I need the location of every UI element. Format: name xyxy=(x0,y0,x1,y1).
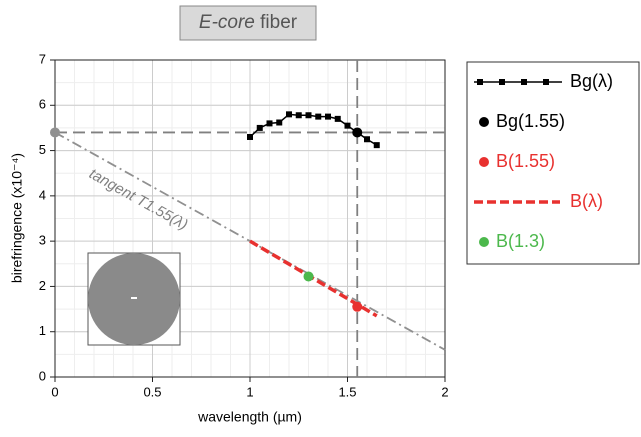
marker xyxy=(276,119,283,126)
x-tick-label: 1.5 xyxy=(338,384,356,399)
y-tick-label: 4 xyxy=(39,187,46,202)
marker xyxy=(325,113,331,120)
fiber-core xyxy=(131,297,137,299)
inset-image xyxy=(87,252,181,346)
marker xyxy=(256,124,263,131)
marker xyxy=(315,113,322,120)
legend-label: B(1.3) xyxy=(496,231,545,251)
legend-box xyxy=(466,61,640,265)
legend-marker xyxy=(479,117,489,127)
y-tick-label: 2 xyxy=(39,278,46,293)
title-box xyxy=(179,5,317,41)
tangent-point xyxy=(50,127,60,138)
y-tick-label: 1 xyxy=(39,323,46,338)
title-italic: E-core xyxy=(199,12,255,33)
tangent-label: tangent T1.55(λ) xyxy=(86,165,190,233)
legend-label: B(λ) xyxy=(570,191,603,211)
y-axis-label: birefringence (x10⁻⁴) xyxy=(9,153,25,283)
marker xyxy=(364,136,370,143)
legend-marker xyxy=(543,79,549,85)
legend-marker xyxy=(521,79,527,85)
x-tick-label: 2 xyxy=(441,384,448,399)
legend-marker xyxy=(499,79,505,85)
marker xyxy=(305,112,312,119)
marker xyxy=(295,112,302,119)
marker xyxy=(266,120,273,127)
y-tick-label: 0 xyxy=(39,368,46,383)
legend-marker xyxy=(479,157,489,167)
series-line xyxy=(249,239,378,318)
y-tick-label: 5 xyxy=(39,142,46,157)
chart-title: E-core fiber xyxy=(199,12,298,33)
point xyxy=(352,127,363,138)
plot-area xyxy=(54,59,446,378)
legend: Bg(λ)Bg(1.55) B(1.55) B(λ) B(1.3) xyxy=(474,71,613,251)
x-axis-label: wavelength (µm) xyxy=(197,409,302,425)
legend-marker xyxy=(477,79,483,85)
marker xyxy=(344,122,351,129)
legend-marker xyxy=(479,237,489,247)
x-tick-label: 0.5 xyxy=(143,384,161,399)
legend-label: B(1.55) xyxy=(496,151,555,171)
point xyxy=(303,271,314,282)
legend-label: Bg(λ) xyxy=(570,71,613,91)
y-tick-label: 6 xyxy=(39,97,46,112)
x-tick-label: 0 xyxy=(51,384,58,399)
marker xyxy=(334,115,341,122)
legend-label: Bg(1.55) xyxy=(496,111,565,131)
title-rest: fiber xyxy=(260,12,298,33)
marker xyxy=(373,142,380,149)
marker xyxy=(247,133,253,140)
y-tick-label: 7 xyxy=(39,51,46,66)
marker xyxy=(286,111,292,118)
y-tick-label: 3 xyxy=(39,233,46,248)
x-tick-label: 1 xyxy=(246,384,253,399)
